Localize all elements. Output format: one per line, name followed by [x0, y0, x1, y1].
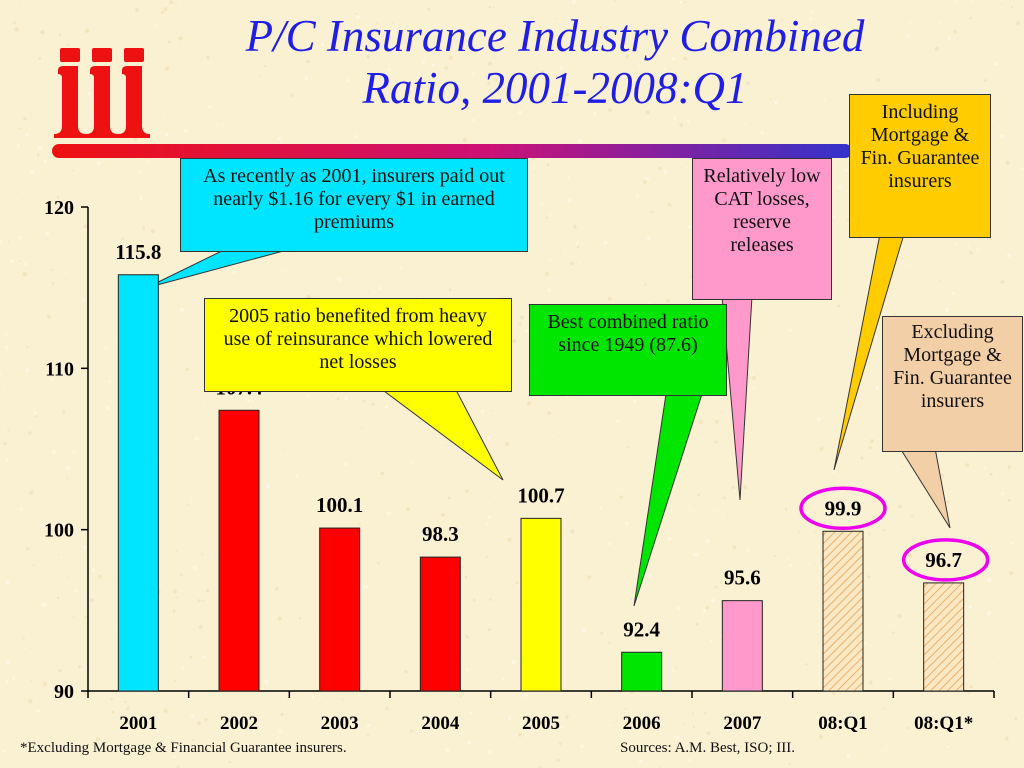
data-label: 98.3 — [422, 522, 459, 546]
iii-logo-icon — [54, 48, 150, 138]
bar-2003 — [319, 527, 361, 692]
data-label: 92.4 — [623, 617, 660, 641]
highlight-circles — [799, 486, 990, 582]
data-label: 100.7 — [517, 483, 564, 507]
y-tick-label: 110 — [45, 358, 74, 380]
bar-2006 — [621, 651, 663, 692]
callout-2005: 2005 ratio benefited from heavy use of r… — [204, 298, 512, 392]
callout-2007: Relatively low CAT losses, reserve relea… — [692, 158, 832, 300]
x-tick-label: 08:Q1* — [914, 713, 973, 734]
bar-2007 — [721, 600, 763, 692]
title-underline-ribbon — [52, 144, 852, 158]
data-label: 115.8 — [115, 240, 161, 264]
footer-sources: Sources: A.M. Best, ISO; III. — [620, 740, 795, 756]
data-label: 99.9 — [825, 496, 862, 520]
callout-2001-pointer — [145, 245, 303, 289]
highlight-circle — [901, 538, 990, 582]
x-tick-label: 08:Q1 — [818, 713, 868, 734]
data-label: 96.7 — [925, 548, 962, 572]
data-labels: 2001115.82002107.42003100.1200498.320051… — [115, 240, 973, 734]
highlight-circle — [799, 486, 887, 531]
x-tick-label: 2002 — [220, 713, 258, 734]
callout-including: Including Mortgage & Fin. Guarantee insu… — [849, 94, 991, 238]
chart-title: P/C Insurance Industry Combined Ratio, 2… — [140, 10, 970, 114]
footer-note: *Excluding Mortgage & Financial Guarante… — [20, 740, 347, 756]
y-tick-label: 120 — [44, 197, 74, 219]
bar-2001 — [117, 274, 159, 692]
x-tick-label: 2006 — [623, 713, 661, 734]
callout-excluding-pointer — [899, 447, 951, 529]
x-tick-label: 2007 — [723, 713, 762, 734]
bar-08q1 — [923, 582, 965, 692]
callout-2006: Best combined ratio since 1949 (87.6) — [529, 304, 727, 396]
data-label: 95.6 — [724, 566, 761, 590]
callout-2001: As recently as 2001, insurers paid out n… — [180, 158, 528, 252]
callout-2005-pointer — [378, 387, 504, 481]
y-tick-label: 90 — [54, 681, 74, 703]
chart-title-line-2: Ratio, 2001-2008:Q1 — [362, 63, 748, 113]
callout-2006-pointer — [633, 393, 703, 607]
data-label: 100.1 — [316, 493, 363, 517]
bar-2004 — [419, 556, 461, 692]
bar-series — [117, 274, 965, 692]
bar-2002 — [218, 409, 260, 692]
y-tick-label: 100 — [44, 520, 74, 542]
x-tick-label: 2005 — [522, 713, 560, 734]
callout-excluding: Excluding Mortgage & Fin. Guarantee insu… — [882, 316, 1023, 452]
bar-2005 — [520, 517, 562, 692]
callout-pointers — [145, 233, 951, 607]
bar-08q1 — [822, 530, 864, 692]
x-tick-label: 2003 — [321, 713, 359, 734]
x-tick-label: 2004 — [421, 713, 460, 734]
x-tick-label: 2001 — [119, 713, 157, 734]
chart-title-line-1: P/C Insurance Industry Combined — [245, 11, 865, 61]
